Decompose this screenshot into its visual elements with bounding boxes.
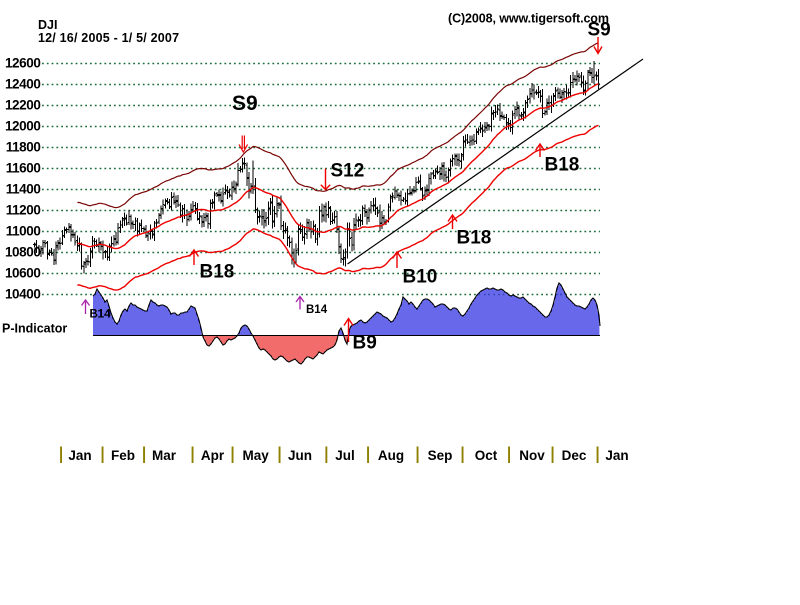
- svg-text:Mar: Mar: [152, 448, 177, 463]
- svg-text:B14: B14: [306, 304, 328, 316]
- svg-text:Nov: Nov: [519, 448, 545, 463]
- svg-text:Aug: Aug: [378, 448, 404, 463]
- svg-text:Sep: Sep: [428, 448, 453, 463]
- svg-text:11600: 11600: [6, 161, 41, 176]
- svg-text:B10: B10: [403, 267, 438, 288]
- svg-text:12000: 12000: [5, 119, 41, 134]
- svg-text:11200: 11200: [6, 203, 41, 218]
- svg-text:B14: B14: [90, 309, 112, 321]
- svg-text:Jul: Jul: [335, 448, 355, 463]
- svg-text:Jan: Jan: [605, 448, 628, 463]
- svg-text:Apr: Apr: [201, 448, 225, 463]
- svg-text:11800: 11800: [6, 140, 41, 155]
- svg-text:S12: S12: [331, 161, 365, 182]
- svg-text:(C)2008, www.tigersoft.com: (C)2008, www.tigersoft.com: [448, 12, 609, 26]
- svg-text:DJI: DJI: [38, 18, 57, 32]
- svg-text:12600: 12600: [5, 56, 41, 71]
- svg-text:B18: B18: [457, 228, 492, 249]
- svg-text:11000: 11000: [6, 224, 41, 239]
- svg-text:Feb: Feb: [111, 448, 135, 463]
- svg-text:Jun: Jun: [288, 448, 312, 463]
- svg-text:P-Indicator: P-Indicator: [2, 322, 67, 336]
- svg-text:12/ 16/ 2005 - 1/ 5/ 2007: 12/ 16/ 2005 - 1/ 5/ 2007: [38, 31, 179, 45]
- svg-text:S9: S9: [232, 92, 258, 115]
- svg-text:10400: 10400: [5, 287, 41, 302]
- svg-text:Dec: Dec: [562, 448, 587, 463]
- svg-text:10800: 10800: [5, 245, 41, 260]
- svg-text:B18: B18: [545, 155, 580, 176]
- svg-text:May: May: [242, 448, 269, 463]
- svg-text:11400: 11400: [6, 182, 41, 197]
- svg-text:S9: S9: [588, 20, 611, 41]
- svg-text:Oct: Oct: [475, 448, 498, 463]
- svg-text:10600: 10600: [5, 266, 41, 281]
- svg-text:B18: B18: [200, 262, 235, 283]
- svg-text:Jan: Jan: [68, 448, 91, 463]
- svg-text:12200: 12200: [5, 98, 41, 113]
- svg-text:B9: B9: [353, 333, 377, 354]
- svg-text:12400: 12400: [5, 77, 41, 92]
